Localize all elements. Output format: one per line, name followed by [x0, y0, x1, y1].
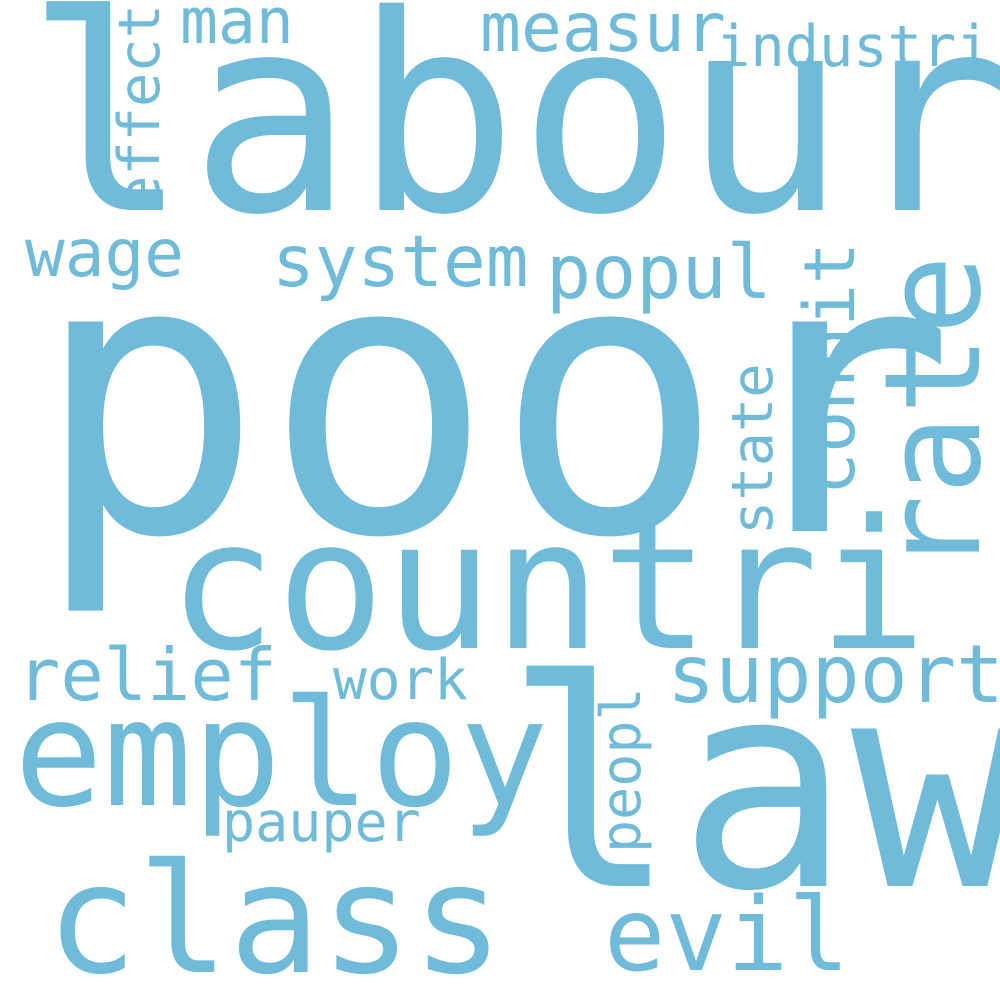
word-state: state — [720, 363, 786, 535]
word-man: man — [180, 0, 294, 58]
word-popul: popul — [546, 228, 772, 316]
word-condit: condit — [789, 242, 871, 495]
word-class: class — [46, 831, 504, 1000]
word-countri: countri — [168, 482, 927, 691]
word-system: system — [272, 220, 529, 303]
word-evil: evil — [604, 876, 850, 995]
word-measur: measur — [480, 0, 726, 68]
word-rate: rate — [857, 254, 1000, 575]
word-wage: wage — [25, 215, 184, 292]
word-industri: industri — [716, 14, 991, 80]
word-work: work — [333, 648, 468, 713]
word-pauper: pauper — [222, 790, 421, 854]
word-poor: poor — [33, 176, 956, 622]
word-effect: effect — [107, 4, 173, 210]
word-law: law — [504, 619, 1000, 954]
word-peopl: peopl — [589, 687, 653, 853]
word-employ: employ — [14, 668, 549, 840]
word-support: support — [667, 628, 1000, 721]
word-labour: labour — [25, 0, 1000, 275]
word-relief: relief — [17, 633, 278, 717]
